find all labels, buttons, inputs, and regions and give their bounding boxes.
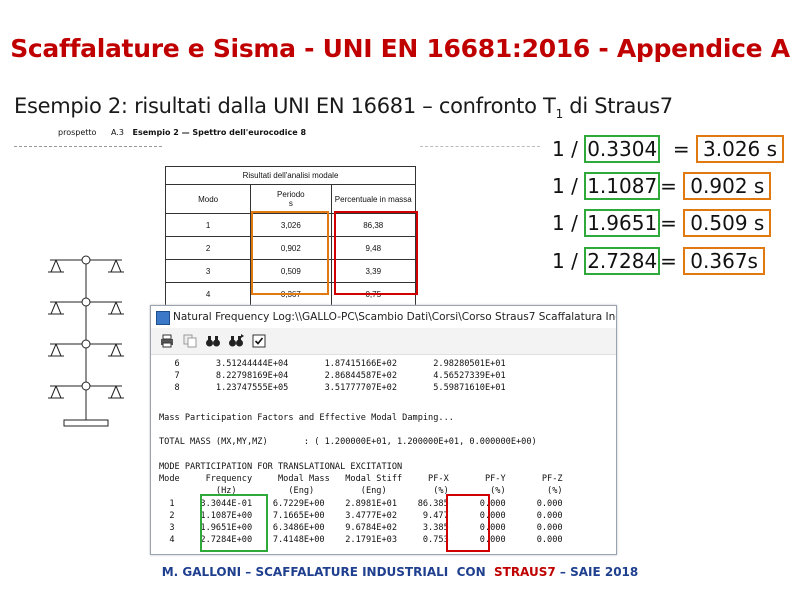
subtitle-text: Esempio 2: risultati dalla UNI EN 16681 …	[14, 94, 556, 118]
conversion-equals: =	[660, 211, 684, 235]
conversion-equals: =	[660, 249, 684, 273]
frequency-value: 1.9651	[584, 209, 661, 237]
prospetto-label: prospetto	[58, 128, 97, 137]
table-cell: 86,38	[330, 213, 416, 237]
period-value: 0.902 s	[683, 172, 772, 200]
conversion-prefix: 1 /	[552, 174, 585, 198]
print-icon[interactable]	[159, 333, 175, 349]
column-header-massa: Percentuale in massa	[330, 184, 416, 214]
conversion-equals: =	[660, 174, 684, 198]
rack-schematic-diagram	[48, 255, 124, 427]
frequency-value: 0.3304	[584, 135, 661, 163]
period-column-highlight	[251, 211, 329, 295]
prospetto-title: Esempio 2 — Spettro dell'eurocodice 8	[132, 128, 307, 137]
log-mode-row: 1 3.3044E-01 6.7229E+00 2.8981E+01 86.38…	[159, 499, 563, 509]
period-value: 3.026 s	[696, 135, 785, 163]
table-cell: 0,509	[250, 259, 332, 283]
table-cell: 9,48	[330, 236, 416, 260]
window-title: Natural Frequency Log:\\GALLO-PC\Scambio…	[173, 311, 616, 323]
column-header-modo: Modo	[164, 184, 252, 214]
table-cell: 3,39	[330, 259, 416, 283]
scan-divider	[420, 146, 540, 148]
table-caption: Risultati dell'analisi modale	[165, 166, 416, 185]
period-value: 0.509 s	[683, 209, 772, 237]
period-value: 0.367s	[683, 247, 765, 275]
footer-brand: STRAUS7	[493, 565, 556, 579]
conversion-equals: =	[660, 137, 697, 161]
slide-title: Scaffalature e Sisma - UNI EN 16681:2016…	[10, 34, 790, 63]
conversion-prefix: 1 /	[552, 137, 585, 161]
conversion-row: 1 / 2.7284 = 0.367s	[552, 247, 765, 275]
log-frequency-lines: 6 3.51244444E+04 1.87415166E+02 2.982805…	[174, 359, 506, 393]
subtitle-text-end: di Straus7	[562, 94, 673, 118]
app-icon	[156, 311, 170, 325]
find-next-icon[interactable]	[228, 333, 244, 349]
footer-author: M. GALLONI – SCAFFALATURE INDUSTRIALI CO…	[161, 565, 494, 579]
footer-event: – SAIE 2018	[555, 565, 639, 579]
table-cell: 4	[164, 282, 252, 306]
log-mode-row: 2 1.1087E+00 7.1665E+00 3.4777E+02 9.477…	[159, 511, 563, 521]
pfx-column-highlight	[446, 494, 490, 552]
copy-icon[interactable]	[182, 333, 198, 349]
checkbox-icon[interactable]	[251, 333, 267, 349]
conversion-row: 1 / 1.9651 = 0.509 s	[552, 209, 772, 237]
window-toolbar	[151, 328, 616, 355]
log-column-units: (Hz) (Eng) (Eng) (%) (%) (%)	[159, 486, 563, 496]
log-column-header: Mode Frequency Modal Mass Modal Stiff PF…	[159, 474, 563, 484]
prospetto-header: prospetto A.3 Esempio 2 — Spettro dell'e…	[58, 128, 306, 137]
find-icon[interactable]	[205, 333, 221, 349]
table-cell: 1	[164, 213, 252, 237]
conversion-row: 1 / 1.1087 = 0.902 s	[552, 172, 772, 200]
log-mode-row: 3 1.9651E+00 6.3486E+00 9.6784E+02 3.385…	[159, 523, 563, 533]
scan-divider	[14, 146, 162, 148]
slide-subtitle: Esempio 2: risultati dalla UNI EN 16681 …	[14, 94, 673, 121]
table-cell: 0,902	[250, 236, 332, 260]
table-cell: 3	[164, 259, 252, 283]
log-mode-row: 4 2.7284E+00 7.4148E+00 2.1791E+03 0.753…	[159, 535, 563, 545]
table-row: 3 0,509 3,39	[164, 259, 416, 283]
log-total-mass: TOTAL MASS (MX,MY,MZ) : ( 1.200000E+01, …	[159, 437, 537, 447]
table-cell: 2	[164, 236, 252, 260]
frequency-value: 2.7284	[584, 247, 661, 275]
table-row: 2 0,902 9,48	[164, 236, 416, 260]
log-mode-header: MODE PARTICIPATION FOR TRANSLATIONAL EXC…	[159, 462, 403, 472]
frequency-value: 1.1087	[584, 172, 661, 200]
conversion-row: 1 / 0.3304 = 3.026 s	[552, 135, 785, 163]
frequency-column-highlight	[200, 494, 268, 552]
mass-column-highlight	[334, 211, 418, 295]
rack-level	[48, 255, 124, 273]
log-text-area[interactable]: 6 3.51244444E+04 1.87415166E+02 2.982805…	[151, 354, 616, 554]
conversion-prefix: 1 /	[552, 211, 585, 235]
table-row: 1 3,026 86,38	[164, 213, 416, 237]
subtitle-subscript: 1	[555, 107, 564, 122]
window-titlebar[interactable]: Natural Frequency Log:\\GALLO-PC\Scambio…	[151, 306, 616, 329]
slide-footer: M. GALLONI – SCAFFALATURE INDUSTRIALI CO…	[0, 565, 800, 579]
conversion-prefix: 1 /	[552, 249, 585, 273]
natural-frequency-log-window: Natural Frequency Log:\\GALLO-PC\Scambio…	[150, 305, 617, 555]
log-mass-header: Mass Participation Factors and Effective…	[159, 413, 454, 423]
prospetto-code: A.3	[110, 128, 124, 137]
column-header-periodo: Periodo s	[250, 184, 332, 214]
modal-analysis-table: Risultati dell'analisi modale Modo Perio…	[164, 166, 416, 306]
